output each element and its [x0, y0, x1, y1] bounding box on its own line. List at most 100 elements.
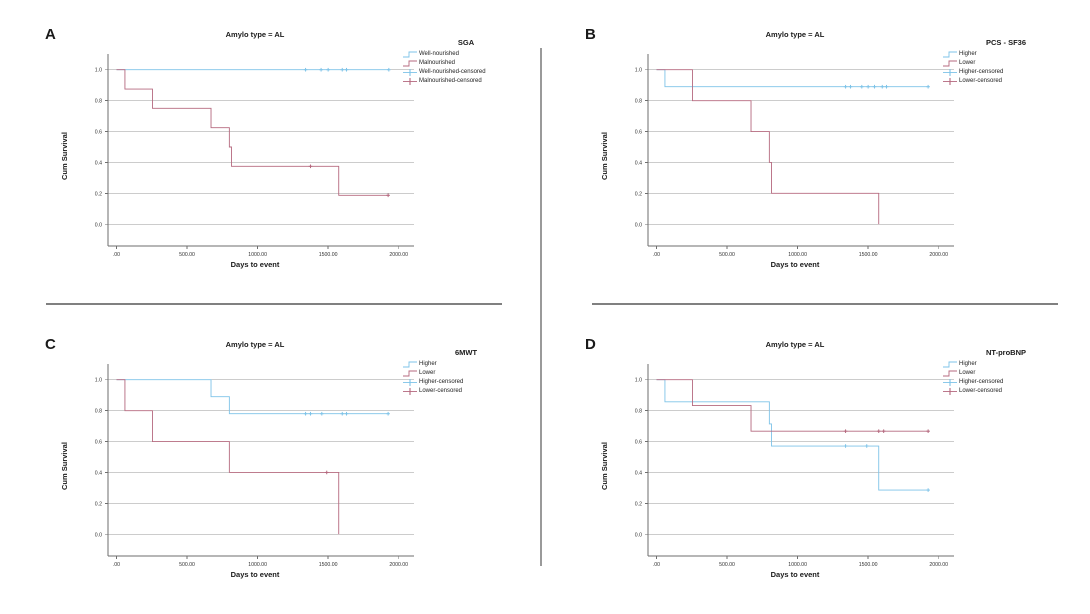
y-tick-label: 0.4 — [635, 160, 642, 166]
censored-marker — [386, 193, 390, 198]
x-tick-label: 1500.00 — [319, 562, 338, 568]
y-tick-label: 0.2 — [635, 191, 642, 197]
km-step-curve — [116, 69, 389, 196]
legend-item-label: Higher — [419, 361, 437, 367]
y-tick-label: 0.4 — [95, 160, 102, 166]
y-tick-label: 1.0 — [635, 378, 642, 384]
panel-c-legend: 6MWT Higher Lower Higher-censored Lower-cen… — [402, 348, 530, 396]
legend-item-label: Malnourished — [419, 60, 456, 66]
legend-item-label: Higher-censored — [959, 379, 1004, 385]
legend-item[interactable]: Lower-censored — [942, 387, 1070, 396]
x-tick-label: 1500.00 — [859, 562, 878, 568]
panel-a-legend-items: Well-nourished Malnourished Well-nourished… — [402, 50, 530, 86]
censored-marker — [340, 67, 345, 72]
y-tick-label: 0.6 — [95, 130, 102, 136]
y-tick-label: 0.0 — [95, 222, 102, 228]
legend-item-label: Higher-censored — [959, 69, 1004, 75]
censored-marker — [926, 429, 930, 433]
legend-censored-marker-icon — [942, 68, 958, 77]
km-step-curve — [116, 379, 389, 415]
x-tick-label: 2000.00 — [389, 252, 408, 258]
panel-d-plot: 0.0 0.2 0.4 0.6 0.8 1.0 .00 500.00 1000.00 1500.0… — [635, 364, 954, 568]
panel-d-legend-items: Higher Lower Higher-censored Lower-censored — [942, 360, 1070, 396]
censored-marker — [324, 470, 329, 475]
y-tick-label: 0.8 — [95, 409, 102, 415]
legend-item[interactable]: Well-nourished — [402, 50, 530, 59]
x-tick-label: 2000.00 — [929, 562, 948, 568]
censored-marker — [881, 429, 886, 433]
legend-step-line-icon — [942, 360, 958, 369]
legend-item-label: Lower-censored — [419, 388, 463, 394]
panel-b-letter: B — [585, 26, 596, 43]
legend-item[interactable]: Lower — [942, 59, 1070, 68]
y-tick-label: 0.2 — [95, 501, 102, 507]
panel-a-plot: 0.0 0.2 0.4 0.6 0.8 1.0 .00 500.00 1000.00 1500.0… — [95, 54, 414, 258]
legend-item-label: Well-nourished — [419, 51, 459, 57]
x-tick-label: 1000.00 — [788, 252, 807, 258]
panel-d-xlabel: Days to event — [770, 570, 820, 579]
censored-marker — [926, 488, 930, 492]
panel-c-letter: C — [45, 336, 56, 353]
panel-b-legend-items: Higher Lower Higher-censored Lower-censored — [942, 50, 1070, 86]
panel-d-legend: NT-proBNP Higher Lower Higher-censored Lowe… — [942, 348, 1070, 396]
panel-b-ylabel: Cum Survival — [600, 132, 609, 180]
y-tick-label: 0.8 — [95, 99, 102, 105]
panel-a-legend: SGA Well-nourished Malnourished Well-nouri… — [402, 38, 530, 86]
legend-item[interactable]: Lower-censored — [942, 77, 1070, 86]
legend-item[interactable]: Higher — [942, 50, 1070, 59]
y-tick-label: 0.0 — [95, 532, 102, 538]
legend-censored-marker-icon — [402, 387, 418, 396]
legend-step-line-icon — [402, 360, 418, 369]
legend-item[interactable]: Higher-censored — [942, 68, 1070, 77]
panel-c-ylabel: Cum Survival — [60, 442, 69, 490]
panel-b: B Amylo type = AL Cum Survival Days to e… — [580, 20, 1070, 290]
censored-marker — [843, 429, 848, 433]
legend-censored-marker-icon — [942, 387, 958, 396]
legend-item[interactable]: Lower-censored — [402, 387, 530, 396]
panel-b-title: Amylo type = AL — [765, 30, 825, 39]
legend-item[interactable]: Higher-censored — [402, 378, 530, 387]
panel-a-legend-title: SGA — [457, 38, 475, 47]
censored-marker — [872, 84, 877, 89]
legend-item-label: Lower — [959, 370, 976, 376]
legend-item-label: Well-nourished-censored — [419, 69, 486, 75]
y-tick-label: 0.4 — [95, 470, 102, 476]
legend-item[interactable]: Malnourished — [402, 59, 530, 68]
panel-c-legend-items: Higher Lower Higher-censored Lower-censored — [402, 360, 530, 396]
divider-horizontal-left — [46, 303, 502, 305]
legend-item[interactable]: Higher — [402, 360, 530, 369]
km-step-curve — [656, 379, 929, 432]
legend-item[interactable]: Higher-censored — [942, 378, 1070, 387]
y-tick-label: 0.6 — [95, 440, 102, 446]
y-tick-label: 1.0 — [95, 378, 102, 384]
x-tick-label: 500.00 — [179, 562, 195, 568]
panel-b-legend: PCS - SF36 Higher Lower Higher-censored Low… — [942, 38, 1070, 86]
x-tick-label: 1000.00 — [248, 562, 267, 568]
legend-step-line-icon — [942, 369, 958, 378]
panel-d: D Amylo type = AL Cum Survival Days to e… — [580, 330, 1070, 600]
y-tick-label: 0.6 — [635, 130, 642, 136]
x-tick-label: .00 — [653, 252, 660, 258]
panel-d-title: Amylo type = AL — [765, 340, 825, 349]
legend-item[interactable]: Well-nourished-censored — [402, 68, 530, 77]
legend-item[interactable]: Lower — [942, 369, 1070, 378]
legend-step-line-icon — [942, 50, 958, 59]
legend-item[interactable]: Higher — [942, 360, 1070, 369]
legend-item[interactable]: Lower — [402, 369, 530, 378]
censored-marker — [326, 67, 330, 72]
panel-c-plot: 0.0 0.2 0.4 0.6 0.8 1.0 .00 500.00 1000.00 1500.0… — [95, 364, 414, 568]
censored-marker — [344, 411, 349, 416]
legend-item-label: Lower — [959, 60, 976, 66]
censored-marker — [884, 84, 889, 89]
censored-marker — [303, 67, 308, 72]
censored-marker — [876, 429, 881, 433]
censored-marker — [864, 444, 869, 448]
censored-marker — [848, 84, 853, 89]
km-step-curve — [656, 379, 929, 491]
y-tick-label: 0.2 — [635, 501, 642, 507]
censored-marker — [387, 67, 391, 72]
legend-item[interactable]: Malnourished-censored — [402, 77, 530, 86]
km-step-curve — [116, 379, 340, 535]
x-tick-label: 1000.00 — [248, 252, 267, 258]
